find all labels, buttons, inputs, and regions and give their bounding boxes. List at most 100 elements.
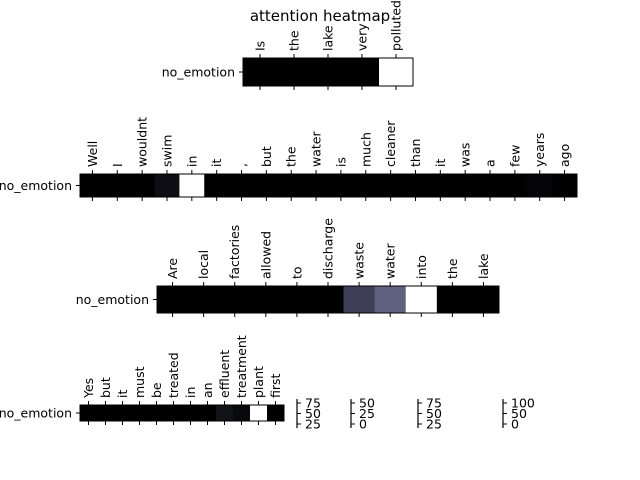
row-label: no_emotion xyxy=(0,406,72,421)
heatmap-cell xyxy=(343,286,376,313)
heatmap-cell xyxy=(243,58,278,86)
colorbar-tick-label: 0 xyxy=(511,417,519,432)
heatmap-cell xyxy=(403,174,429,197)
token-label: polluted xyxy=(389,0,404,51)
heatmap-cell xyxy=(97,405,115,421)
heatmap-cell xyxy=(405,286,438,313)
heatmap-cell xyxy=(427,174,454,197)
row-label: no_emotion xyxy=(76,292,149,307)
token-label: it xyxy=(115,390,130,398)
heatmap-cell xyxy=(477,174,503,197)
colorbar-tick-label: 25 xyxy=(305,417,321,432)
token-label: it xyxy=(209,159,224,167)
heatmap-cell xyxy=(80,174,106,197)
colorbar-tick-label: 50 xyxy=(359,396,375,411)
heatmap-cell xyxy=(253,174,280,197)
heatmap-cell xyxy=(229,174,255,197)
heatmap-cell xyxy=(502,174,528,197)
colorbar-tick-label: 75 xyxy=(305,396,321,411)
heatmap-cell xyxy=(114,405,132,421)
token-label: Are xyxy=(165,258,180,279)
heatmap-cell xyxy=(311,58,346,86)
token-label: an xyxy=(200,382,215,398)
heatmap-cell xyxy=(179,174,205,197)
token-label: the xyxy=(287,30,302,51)
heatmap-cell xyxy=(219,286,251,313)
token-label: plant xyxy=(251,366,266,398)
heatmap-cell xyxy=(165,405,183,421)
token-label: swim xyxy=(159,135,174,167)
heatmap-cell xyxy=(378,174,404,197)
heatmap-cell xyxy=(281,286,313,313)
token-label: the xyxy=(445,258,460,279)
token-label: , xyxy=(234,163,249,167)
token-label: wouldnt xyxy=(135,117,150,167)
heatmap-cell xyxy=(345,58,380,86)
heatmap-cell xyxy=(267,405,285,421)
heatmap-cell xyxy=(80,405,98,421)
token-label: into xyxy=(414,255,429,279)
row-label: no_emotion xyxy=(162,65,235,80)
token-label: than xyxy=(408,139,423,167)
token-label: it xyxy=(433,159,448,167)
heatmap-cell xyxy=(527,174,553,197)
colorbar-tick-label: 50 xyxy=(511,406,527,421)
token-label: must xyxy=(132,366,147,398)
token-label: but xyxy=(98,377,113,398)
token-label: waste xyxy=(352,242,367,279)
colorbar-tick-label: 75 xyxy=(426,396,442,411)
heatmap-cell xyxy=(379,58,414,86)
colorbar-tick-label: 100 xyxy=(511,396,535,411)
heatmap-cell xyxy=(328,174,354,197)
token-label: treated xyxy=(166,352,181,398)
token-label: first xyxy=(268,373,283,398)
colorbar-tick-label: 50 xyxy=(426,406,442,421)
heatmap-cell xyxy=(452,174,478,197)
heatmap-cell xyxy=(157,286,189,313)
token-label: water xyxy=(383,243,398,279)
token-label: few xyxy=(507,145,522,167)
token-label: lake xyxy=(476,253,491,279)
heatmap-cell xyxy=(436,286,469,313)
token-label: lake xyxy=(321,25,336,51)
token-label: Well xyxy=(85,141,100,167)
token-label: the xyxy=(284,146,299,167)
heatmap-cell xyxy=(250,405,268,421)
token-label: cleaner xyxy=(383,120,398,167)
token-label: be xyxy=(149,382,164,398)
heatmap-cell xyxy=(277,58,312,86)
colorbar-tick-label: 0 xyxy=(359,417,367,432)
token-label: very xyxy=(355,23,370,51)
token-label: is xyxy=(333,157,348,167)
heatmap-cell xyxy=(233,405,251,421)
token-label: local xyxy=(196,250,211,279)
heatmap-cell xyxy=(131,405,149,421)
heatmap-cell xyxy=(154,174,180,197)
colorbar-tick-label: 25 xyxy=(359,406,375,421)
token-label: allowed xyxy=(258,231,273,279)
token-label: years xyxy=(532,133,547,167)
token-label: was xyxy=(458,143,473,167)
token-label: water xyxy=(309,131,324,167)
token-label: much xyxy=(358,132,373,167)
token-label: ago xyxy=(557,144,572,167)
heatmap-cell xyxy=(216,405,234,421)
heatmap-cell xyxy=(312,286,344,313)
token-label: Is xyxy=(253,41,268,51)
token-label: effluent xyxy=(217,350,232,398)
token-label: to xyxy=(289,266,304,279)
colorbar-tick-label: 25 xyxy=(426,417,442,432)
heatmap-cell xyxy=(467,286,500,313)
row-label: no_emotion xyxy=(0,178,72,193)
chart-title: attention heatmap xyxy=(249,7,391,25)
token-label: factories xyxy=(227,225,242,279)
heatmap-cell xyxy=(353,174,379,197)
token-label: Yes xyxy=(81,378,96,399)
token-label: in xyxy=(183,387,198,398)
token-label: discharge xyxy=(321,218,336,279)
heatmap-cell xyxy=(204,174,230,197)
heatmap-cell xyxy=(552,174,578,197)
colorbar-tick-label: 50 xyxy=(305,406,321,421)
